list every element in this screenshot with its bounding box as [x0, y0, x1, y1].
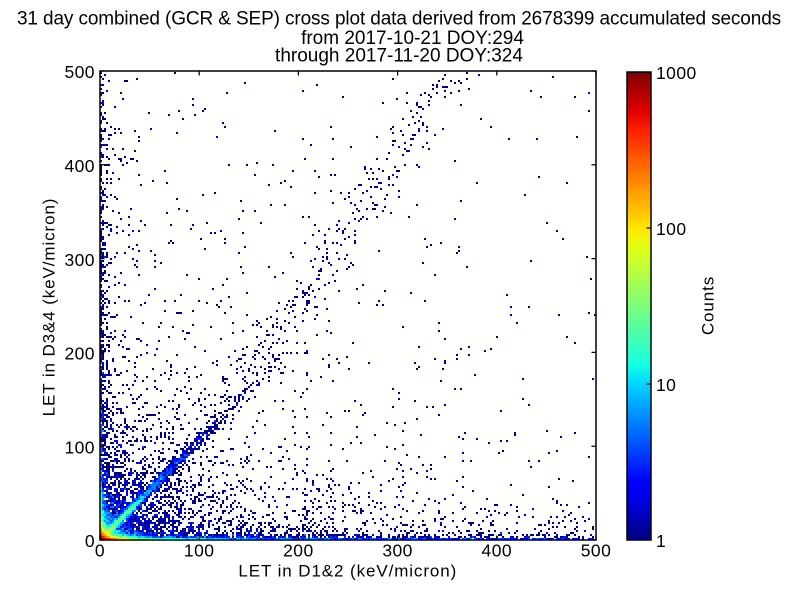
- svg-text:1: 1: [656, 531, 666, 551]
- svg-text:200: 200: [283, 541, 314, 561]
- svg-text:100: 100: [64, 437, 95, 457]
- svg-text:100: 100: [184, 541, 215, 561]
- svg-text:LET in D1&2 (keV/micron): LET in D1&2 (keV/micron): [238, 562, 457, 581]
- svg-text:400: 400: [64, 156, 95, 176]
- svg-text:300: 300: [382, 541, 413, 561]
- svg-text:Counts: Counts: [699, 276, 718, 335]
- svg-text:10: 10: [656, 375, 676, 395]
- svg-text:from 2017-10-21 DOY:294: from 2017-10-21 DOY:294: [301, 28, 524, 49]
- svg-text:500: 500: [64, 62, 95, 82]
- svg-text:0: 0: [95, 541, 105, 561]
- svg-text:through 2017-11-20 DOY:324: through 2017-11-20 DOY:324: [275, 46, 523, 67]
- svg-text:LET in D3&4 (keV/micron): LET in D3&4 (keV/micron): [40, 198, 59, 417]
- svg-text:500: 500: [581, 541, 612, 561]
- svg-text:31 day combined (GCR & SEP) cr: 31 day combined (GCR & SEP) cross plot d…: [17, 8, 781, 29]
- svg-text:1000: 1000: [656, 63, 697, 83]
- svg-text:200: 200: [64, 344, 95, 364]
- svg-text:0: 0: [85, 531, 95, 551]
- svg-text:400: 400: [482, 541, 513, 561]
- svg-text:100: 100: [656, 219, 687, 239]
- svg-text:300: 300: [64, 250, 95, 270]
